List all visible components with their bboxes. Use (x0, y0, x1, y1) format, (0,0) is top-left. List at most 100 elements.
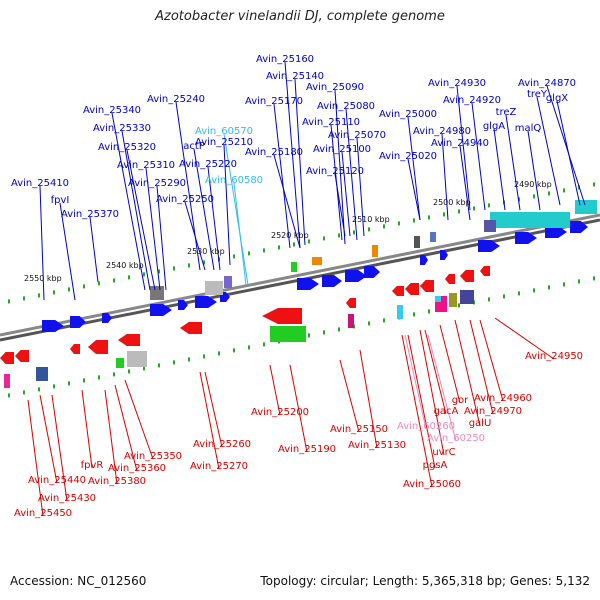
tick-lower (218, 351, 220, 356)
gene-label-plus: Avin_24940 (431, 138, 489, 149)
tick-lower (368, 321, 370, 326)
gene-label-minus: Avin_25380 (88, 476, 146, 487)
gene-block (397, 305, 403, 319)
leader-line (401, 334, 433, 488)
tick-lower (563, 282, 565, 287)
tick-upper (173, 266, 175, 271)
leader-line (556, 100, 581, 206)
leader-line (223, 133, 249, 286)
tick-upper (353, 230, 355, 235)
gene-label-plus: Avin_25330 (93, 123, 151, 134)
leader-line (356, 137, 365, 237)
scale-label: 2520 kbp (271, 231, 309, 240)
gene-label-plus: Avin_25080 (317, 101, 375, 112)
gene-block (435, 296, 441, 302)
gene-block (372, 245, 378, 257)
tick-lower (23, 390, 25, 395)
tick-lower (68, 381, 70, 386)
leader-line (223, 144, 231, 266)
leader-line (441, 133, 449, 221)
leader-line (527, 130, 541, 211)
gene-label-plus: Avin_25340 (83, 105, 141, 116)
leader-line (233, 182, 247, 286)
leader-line (89, 216, 99, 283)
gene-label-plus: Avin_25090 (306, 82, 364, 93)
gene-label-plus: Avin_25220 (179, 159, 237, 170)
gene-arrow-plus (195, 296, 217, 308)
gene-label-minus: Avin_25360 (108, 463, 166, 474)
gene-arrow-plus (70, 316, 86, 328)
gene-label-plus: Avin_25070 (328, 130, 386, 141)
tick-upper (68, 287, 70, 292)
tick-upper (443, 212, 445, 217)
leader-line (121, 130, 151, 291)
gene-label-plus: Avin_24870 (518, 78, 576, 89)
leader-line (404, 334, 427, 430)
gene-arrow-minus (70, 344, 80, 354)
gene-block (127, 351, 147, 367)
leader-line (269, 364, 281, 416)
gene-label-plus: treZ (496, 107, 517, 118)
tick-lower (83, 378, 85, 383)
leader-line (59, 202, 76, 301)
tick-upper (143, 272, 145, 277)
tick-upper (563, 188, 565, 193)
gene-arrow-minus (262, 308, 302, 324)
tick-lower (158, 363, 160, 368)
tick-lower (8, 393, 10, 398)
leader-line (126, 149, 156, 291)
tick-lower (518, 291, 520, 296)
leader-line (204, 371, 223, 448)
tick-lower (458, 303, 460, 308)
scale-label: 2550 kbp (24, 274, 62, 283)
gene-arrow-minus (392, 286, 404, 296)
tick-lower (38, 387, 40, 392)
tick-lower (383, 318, 385, 323)
gene-block (291, 262, 297, 272)
tick-upper (413, 218, 415, 223)
gene-label-minus: Avin_25060 (403, 479, 461, 490)
tick-upper (158, 269, 160, 274)
leader-line (81, 389, 93, 469)
gene-label-minus: Avin_25150 (330, 424, 388, 435)
leader-line (359, 349, 378, 449)
tick-lower (233, 348, 235, 353)
tick-upper (548, 191, 550, 196)
leader-line (339, 359, 360, 433)
gene-arrow-plus (570, 221, 588, 233)
gene-label-minus: Avin_24950 (525, 351, 583, 362)
leader-line (439, 324, 461, 404)
scale-label: 2540 kbp (106, 261, 144, 270)
gene-label-minus: Avin_25350 (124, 451, 182, 462)
tick-upper (473, 206, 475, 211)
gene-label-minus: Avin_25130 (348, 440, 406, 451)
gene-label-plus: Avin_25120 (306, 166, 364, 177)
gene-label-minus: gor (452, 395, 469, 406)
leader-line (124, 379, 154, 460)
gene-label-minus: Avin_25270 (190, 461, 248, 472)
gene-arrow-plus (364, 266, 380, 278)
tick-lower (128, 369, 130, 374)
gene-arrow-minus (445, 274, 455, 284)
gene-label-plus: Avin_25250 (156, 194, 214, 205)
leader-line (493, 128, 506, 211)
leader-line (407, 116, 421, 221)
gene-arrow-plus (515, 232, 537, 244)
tick-upper (128, 275, 130, 280)
gene-block (224, 276, 232, 288)
gene-arrow-minus (118, 334, 140, 346)
gene-arrow-plus (150, 304, 172, 316)
tick-lower (593, 276, 595, 281)
tick-upper (398, 221, 400, 226)
tick-upper (38, 293, 40, 298)
tick-upper (233, 254, 235, 259)
gene-label-plus: Avin_25160 (256, 54, 314, 65)
gene-arrow-minus (180, 322, 202, 334)
tick-lower (248, 345, 250, 350)
gene-labels: Avin_25410 fpvI Avin_25370 Avin_25340 Avin_2… (11, 54, 583, 519)
gene-label-plus: treY (527, 89, 548, 100)
leader-line (284, 61, 301, 249)
gene-arrow-minus (405, 283, 419, 295)
gene-arrow-minus (88, 340, 108, 354)
leader-line (51, 394, 68, 502)
